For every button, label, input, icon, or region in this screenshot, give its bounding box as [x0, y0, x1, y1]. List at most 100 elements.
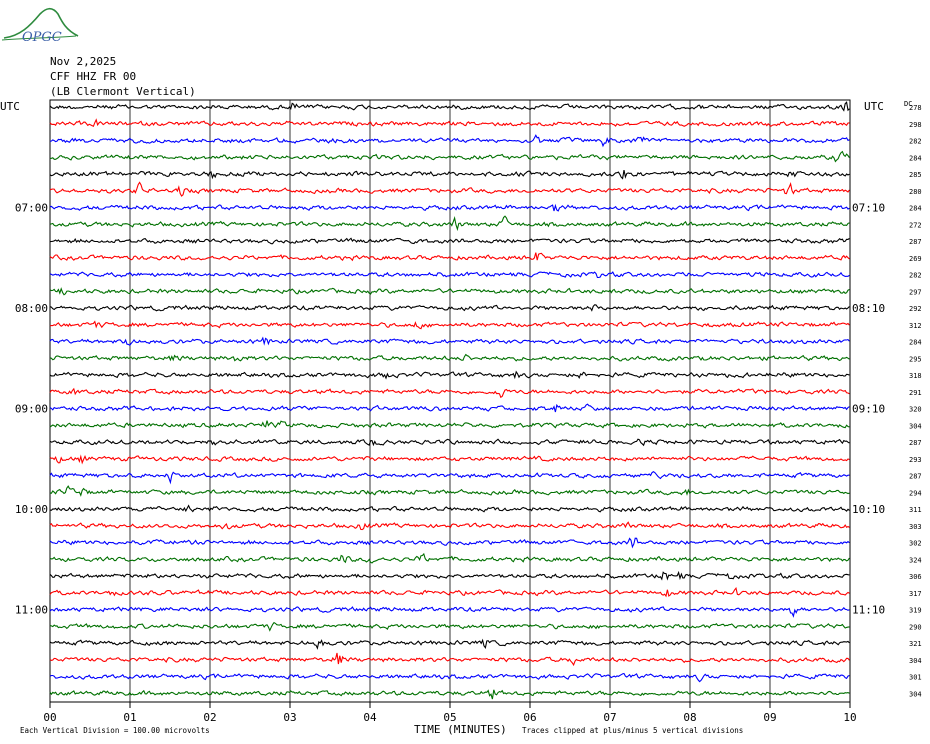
x-tick-label: 08 [683, 711, 696, 724]
dc-label: DC [904, 100, 912, 108]
x-tick-label: 02 [203, 711, 216, 724]
trace-29 [49, 570, 850, 581]
dc-offset-value: 293 [909, 456, 922, 464]
dc-offset-value: 290 [909, 623, 922, 631]
trace-27 [49, 537, 850, 549]
trace-12 [49, 287, 850, 296]
trace-20 [49, 420, 850, 429]
dc-offset-value: 297 [909, 288, 922, 296]
dc-offset-value: 284 [909, 339, 922, 347]
trace-14 [49, 320, 850, 330]
trace-24 [49, 485, 850, 497]
dc-offset-value: 282 [909, 272, 922, 280]
dc-offset-value: 311 [909, 506, 922, 514]
dc-offset-value: 302 [909, 540, 922, 548]
x-tick-label: 01 [123, 711, 136, 724]
dc-offset-value: 312 [909, 322, 922, 330]
dc-offset-value: 320 [909, 406, 922, 414]
dc-offset-value: 303 [909, 523, 922, 531]
left-hour-label: 11:00 [15, 604, 48, 617]
opgc-logo: OPGC [1, 7, 79, 45]
trace-34 [49, 652, 850, 667]
x-tick-label: 09 [763, 711, 776, 724]
dc-offset-labels: 278 298 282 284 285 280 284 272 287 269 282 297 292 3… [909, 104, 922, 698]
dc-offset-value: 301 [909, 674, 922, 682]
right-hour-label: 09:10 [852, 403, 885, 416]
dc-offset-value: 284 [909, 154, 922, 162]
x-tick-label: 06 [523, 711, 536, 724]
trace-9 [49, 237, 850, 245]
dc-offset-value: 295 [909, 355, 922, 363]
x-tick-label: 04 [363, 711, 377, 724]
trace-5 [49, 169, 850, 180]
trace-30 [49, 586, 850, 598]
dc-offset-value: 284 [909, 205, 922, 213]
dc-offset-value: 291 [909, 389, 922, 397]
trace-21 [49, 438, 850, 447]
dc-offset-value: 269 [909, 255, 922, 263]
logo-text: OPGC [22, 30, 62, 45]
x-tick-label: 05 [443, 711, 456, 724]
footer-clip-note: Traces clipped at plus/minus 5 vertical … [522, 726, 743, 735]
trace-7 [49, 203, 850, 212]
dc-offset-value: 318 [909, 372, 922, 380]
dc-offset-value: 282 [909, 138, 922, 146]
trace-6 [49, 181, 850, 197]
trace-15 [49, 336, 850, 347]
header-date: Nov 2,2025 [50, 55, 116, 68]
minute-grid [129, 100, 771, 702]
dc-offset-value: 292 [909, 305, 922, 313]
dc-offset-value: 294 [909, 489, 922, 497]
dc-offset-value: 272 [909, 221, 922, 229]
left-utc-label: UTC [0, 100, 20, 113]
trace-33 [49, 638, 850, 650]
trace-13 [49, 304, 850, 312]
dc-offset-value: 280 [909, 188, 922, 196]
trace-23 [49, 471, 850, 485]
footer-vertical-division: Each Vertical Division = 100.00 microvol… [20, 726, 210, 735]
trace-2 [49, 118, 850, 128]
header-station: CFF HHZ FR 00 [50, 70, 136, 83]
right-hour-label: 11:10 [852, 604, 885, 617]
trace-22 [49, 454, 850, 465]
dc-offset-value: 298 [909, 121, 922, 129]
left-hour-label: 07:00 [15, 202, 48, 215]
trace-32 [49, 621, 850, 632]
x-tick-label: 00 [43, 711, 56, 724]
trace-3 [49, 134, 850, 148]
left-hour-label: 08:00 [15, 302, 48, 315]
dc-offset-value: 304 [909, 657, 922, 665]
trace-26 [49, 521, 850, 531]
trace-28 [49, 552, 850, 564]
right-hour-label: 08:10 [852, 302, 885, 315]
dc-offset-value: 306 [909, 573, 922, 581]
trace-18 [49, 387, 850, 399]
header-location: (LB Clermont Vertical) [50, 85, 196, 98]
dc-offset-value: 321 [909, 640, 922, 648]
dc-offset-value: 287 [909, 238, 922, 246]
x-tick-label: 07 [603, 711, 616, 724]
trace-35 [49, 672, 850, 683]
right-hour-label: 10:10 [852, 503, 885, 516]
dc-offset-value: 304 [909, 690, 922, 698]
x-axis-ticks: 00 01 02 03 04 05 06 07 08 09 10 [43, 702, 857, 724]
trace-31 [49, 606, 850, 618]
trace-25 [49, 504, 850, 513]
dc-offset-value: 304 [909, 422, 922, 430]
left-hour-label: 09:00 [15, 403, 48, 416]
dc-offset-value: 317 [909, 590, 922, 598]
trace-11 [49, 271, 850, 279]
trace-17 [49, 370, 850, 380]
trace-1 [49, 101, 850, 112]
trace-36 [49, 689, 850, 700]
trace-4 [49, 150, 850, 163]
dc-offset-value: 324 [909, 556, 922, 564]
right-hour-label: 07:10 [852, 202, 885, 215]
dc-offset-value: 319 [909, 607, 922, 615]
dc-offset-value: 287 [909, 473, 922, 481]
seismic-traces [49, 101, 850, 700]
x-axis-title: TIME (MINUTES) [414, 723, 507, 736]
left-hour-label: 10:00 [15, 503, 48, 516]
dc-offset-value: 278 [909, 104, 922, 112]
